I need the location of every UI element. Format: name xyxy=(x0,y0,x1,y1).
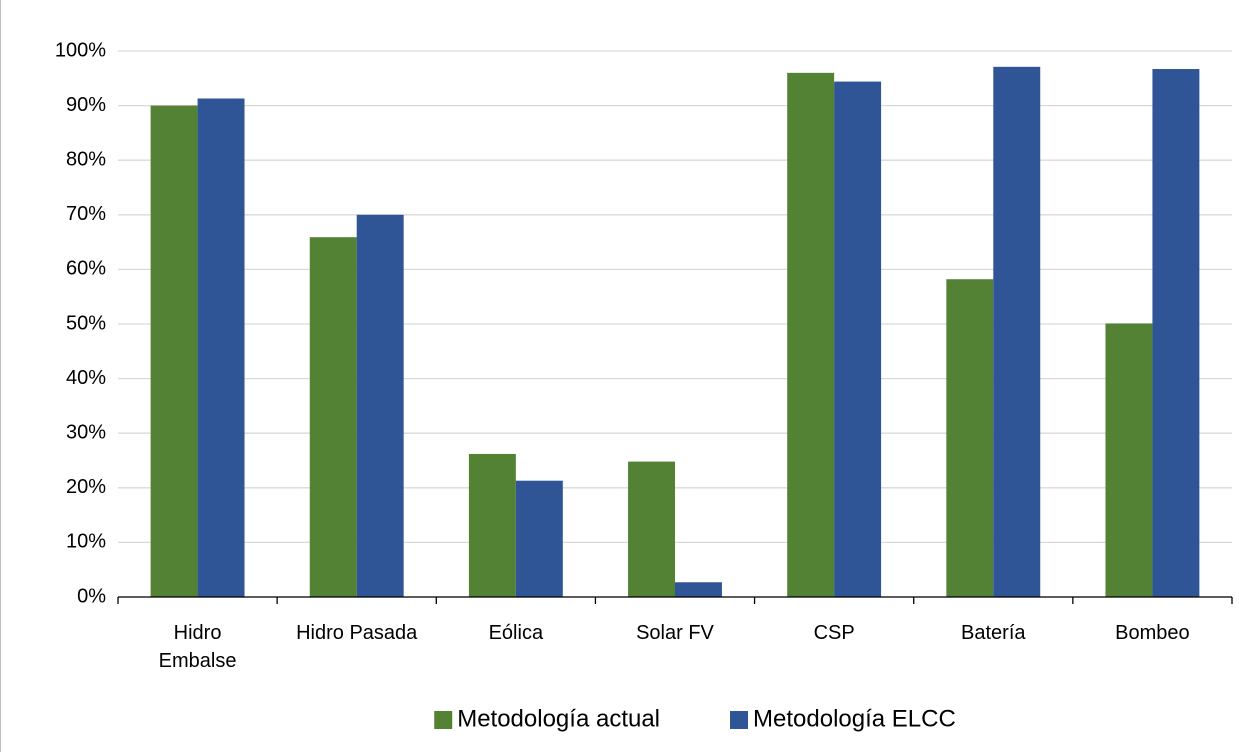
legend-label: Metodología ELCC xyxy=(753,705,956,732)
legend-swatch xyxy=(434,711,453,729)
x-tick-label: Eólica xyxy=(488,622,544,644)
bar xyxy=(993,66,1041,598)
bar xyxy=(515,480,563,597)
y-tick-label: 60% xyxy=(66,258,106,280)
x-tick-label: Hidro Embalse xyxy=(158,622,237,672)
y-tick-label: 0% xyxy=(77,585,106,607)
y-tick-label: 90% xyxy=(66,94,106,116)
bar xyxy=(946,279,994,597)
bar xyxy=(309,237,357,597)
x-tick-label: Hidro Pasada xyxy=(296,622,418,644)
bar xyxy=(628,461,675,597)
bar xyxy=(197,98,245,597)
y-tick-label: 20% xyxy=(66,476,106,498)
bar xyxy=(675,582,722,597)
y-tick-label: 70% xyxy=(66,203,106,225)
y-tick-label: 40% xyxy=(66,367,106,389)
bar xyxy=(468,453,516,597)
bar xyxy=(787,72,835,598)
legend-label: Metodología actual xyxy=(457,705,660,732)
bar xyxy=(356,214,404,598)
x-tick-label: Solar FV xyxy=(636,622,714,644)
x-tick-label: Bombeo xyxy=(1115,622,1190,644)
bar xyxy=(1105,323,1153,597)
bar xyxy=(1152,69,1200,597)
y-tick-label: 80% xyxy=(66,148,106,170)
bar xyxy=(834,81,882,598)
y-tick-label: 100% xyxy=(55,39,106,61)
y-tick-label: 30% xyxy=(66,421,106,443)
y-tick-label: 50% xyxy=(66,312,106,334)
legend-swatch xyxy=(730,711,749,729)
bar xyxy=(150,105,198,597)
x-tick-label: Batería xyxy=(961,622,1026,644)
x-tick-label: CSP xyxy=(813,622,855,644)
y-tick-label: 10% xyxy=(66,531,106,553)
